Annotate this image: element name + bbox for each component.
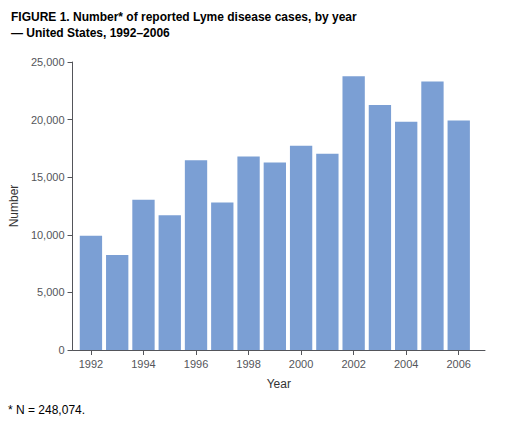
svg-text:5,000: 5,000: [37, 286, 65, 298]
svg-text:1994: 1994: [131, 358, 155, 370]
svg-text:Year: Year: [267, 377, 291, 391]
svg-text:Number: Number: [7, 185, 21, 228]
svg-text:1996: 1996: [184, 358, 208, 370]
svg-text:1992: 1992: [79, 358, 103, 370]
svg-text:1998: 1998: [236, 358, 260, 370]
svg-text:— United States, 1992–2006: — United States, 1992–2006: [11, 26, 170, 40]
svg-text:15,000: 15,000: [31, 171, 65, 183]
svg-text:2006: 2006: [446, 358, 470, 370]
svg-text:* N = 248,074.: * N = 248,074.: [8, 403, 85, 417]
svg-text:2000: 2000: [289, 358, 313, 370]
svg-text:20,000: 20,000: [31, 114, 65, 126]
svg-text:10,000: 10,000: [31, 229, 65, 241]
svg-text:FIGURE 1. Number* of reported: FIGURE 1. Number* of reported Lyme disea…: [11, 10, 357, 24]
svg-text:2002: 2002: [341, 358, 365, 370]
svg-text:0: 0: [58, 344, 64, 356]
svg-text:2004: 2004: [394, 358, 418, 370]
svg-text:25,000: 25,000: [31, 56, 65, 68]
